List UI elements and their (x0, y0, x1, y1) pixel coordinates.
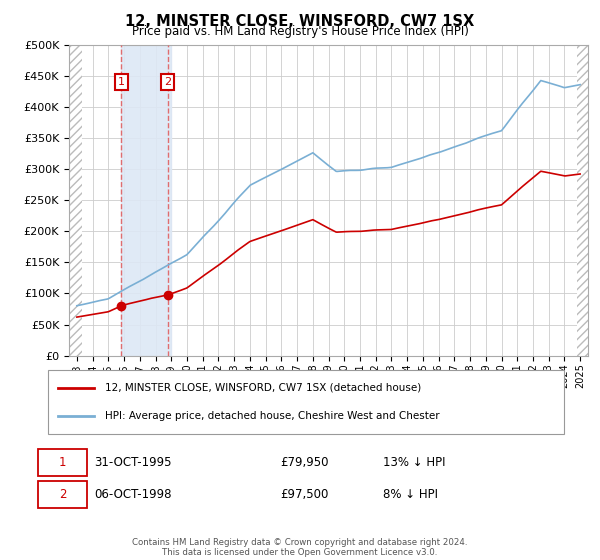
Text: 1: 1 (118, 77, 125, 87)
Text: £79,950: £79,950 (280, 456, 329, 469)
Text: HPI: Average price, detached house, Cheshire West and Chester: HPI: Average price, detached house, Ches… (105, 411, 439, 421)
Text: 8% ↓ HPI: 8% ↓ HPI (383, 488, 439, 501)
Text: 12, MINSTER CLOSE, WINSFORD, CW7 1SX: 12, MINSTER CLOSE, WINSFORD, CW7 1SX (125, 14, 475, 29)
Text: 2: 2 (59, 488, 66, 501)
Text: 12, MINSTER CLOSE, WINSFORD, CW7 1SX (detached house): 12, MINSTER CLOSE, WINSFORD, CW7 1SX (de… (105, 382, 421, 393)
Bar (121, 45, 171, 356)
Text: 13% ↓ HPI: 13% ↓ HPI (383, 456, 446, 469)
FancyBboxPatch shape (38, 449, 86, 476)
Text: 06-OCT-1998: 06-OCT-1998 (94, 488, 172, 501)
Text: Contains HM Land Registry data © Crown copyright and database right 2024.
This d: Contains HM Land Registry data © Crown c… (132, 538, 468, 557)
Text: 1: 1 (59, 456, 66, 469)
FancyBboxPatch shape (48, 370, 564, 434)
Bar (69, 45, 82, 356)
Bar (577, 45, 588, 356)
Text: 2: 2 (164, 77, 171, 87)
Text: Price paid vs. HM Land Registry's House Price Index (HPI): Price paid vs. HM Land Registry's House … (131, 25, 469, 38)
Text: £97,500: £97,500 (280, 488, 329, 501)
FancyBboxPatch shape (38, 481, 86, 508)
Text: 31-OCT-1995: 31-OCT-1995 (94, 456, 172, 469)
